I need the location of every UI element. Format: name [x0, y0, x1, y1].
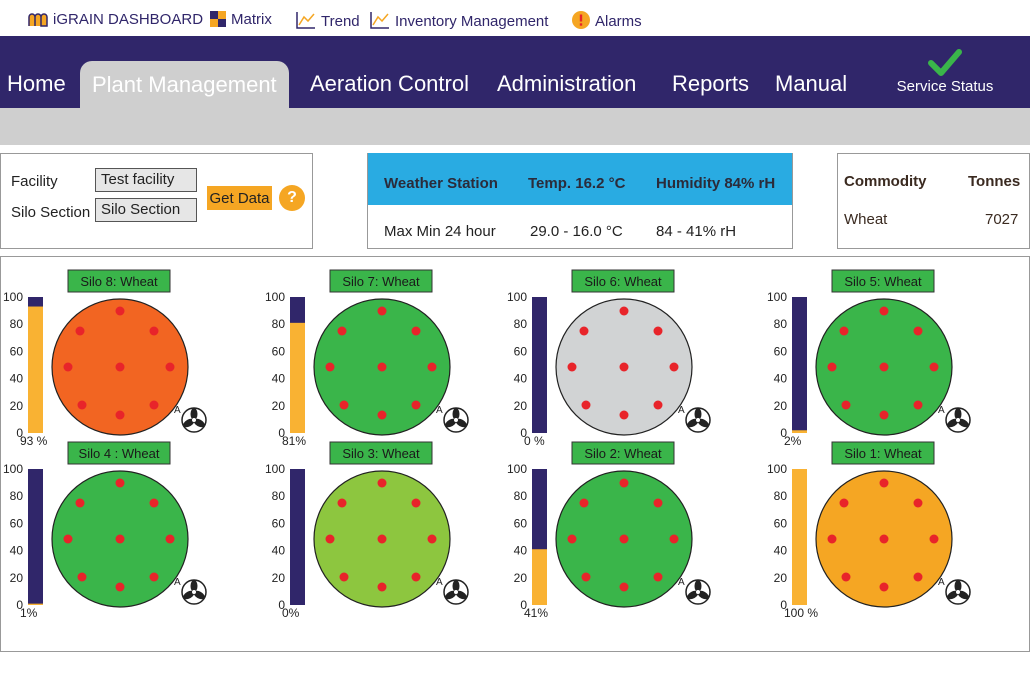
temp-range: 29.0 - 16.0 °C [530, 223, 623, 240]
tab-manual[interactable]: Manual [775, 71, 848, 96]
weather-temp: Temp. 16.2 °C [528, 175, 626, 192]
subnav-label: Trend [321, 13, 360, 30]
alarm-exclamation-icon [572, 11, 590, 34]
commodity-header: Commodity [844, 173, 927, 190]
weather-header [368, 153, 792, 205]
sub-nav-bar [0, 108, 1030, 145]
weather-station-label: Weather Station [384, 175, 498, 192]
tab-aeration-control[interactable]: Aeration Control [310, 71, 469, 96]
facility-label: Facility [11, 173, 58, 190]
silo-section-select[interactable]: Silo Section [95, 198, 197, 222]
get-data-button[interactable]: Get Data [207, 186, 272, 210]
maxmin-label: Max Min 24 hour [384, 223, 496, 240]
silo-section-label: Silo Section [11, 204, 91, 221]
subnav-label: Alarms [595, 13, 642, 30]
commodity-name: Wheat [844, 211, 888, 228]
matrix-grid-icon [210, 11, 226, 32]
commodity-tonnes: 7027 [985, 211, 1019, 228]
subnav-igrain-dashboard[interactable]: iGRAIN DASHBOARD [28, 11, 203, 29]
tab-administration[interactable]: Administration [497, 71, 637, 96]
weather-humidity: Humidity 84% rH [656, 175, 776, 192]
service-status[interactable]: Service Status [890, 48, 1000, 104]
subnav-label: Matrix [231, 11, 272, 28]
subnav-label: Inventory Management [395, 13, 549, 30]
trend-chart-icon [296, 11, 316, 34]
subnav-matrix[interactable]: Matrix [210, 11, 272, 29]
tonnes-header: Tonnes [968, 173, 1021, 190]
silo-panel [0, 256, 1030, 652]
tab-home[interactable]: Home [7, 71, 66, 96]
tab-reports[interactable]: Reports [672, 71, 750, 96]
facility-select[interactable]: Test facility [95, 168, 197, 192]
checkmark-icon [928, 49, 962, 76]
subnav-label: iGRAIN DASHBOARD [53, 11, 204, 28]
subnav-inventory-management[interactable]: Inventory Management [370, 11, 549, 30]
silo-building-icon [28, 11, 48, 32]
commodity-panel [837, 153, 1030, 249]
help-icon[interactable]: ? [279, 185, 305, 211]
subnav-alarms[interactable]: Alarms [572, 11, 642, 30]
humidity-range: 84 - 41% rH [656, 223, 737, 240]
subnav-trend[interactable]: Trend [296, 11, 360, 30]
inventory-chart-icon [370, 11, 390, 34]
tab-plant-management[interactable]: Plant Management [80, 61, 289, 108]
service-status-label: Service Status [896, 78, 994, 95]
